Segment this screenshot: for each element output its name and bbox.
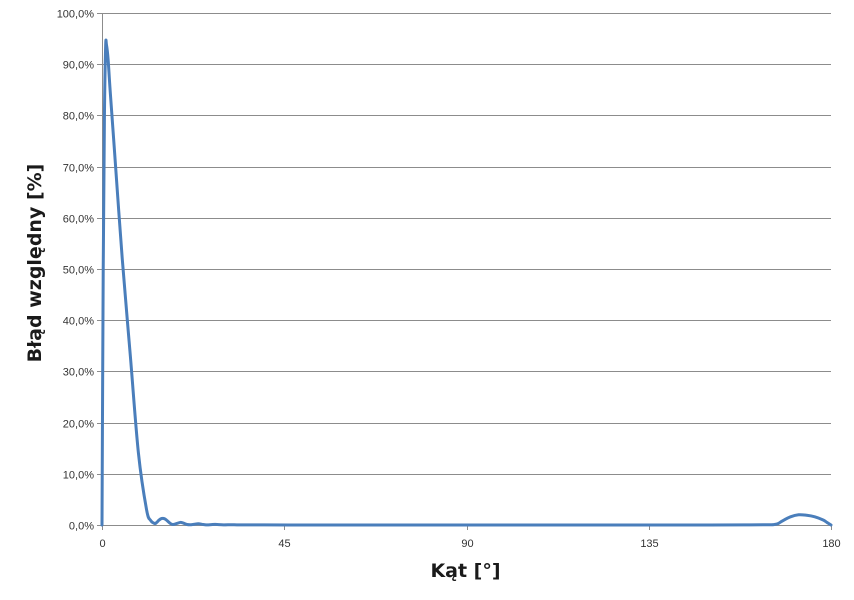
y-tick-label: 80,0% [63,111,94,123]
x-tick-label: 90 [461,538,473,550]
y-tick-label: 60,0% [63,214,94,226]
y-tick-label: 70,0% [63,163,94,175]
x-tick-label: 135 [640,538,658,550]
x-tick-label: 0 [99,538,105,550]
gridlines [102,13,831,475]
y-axis-title: Błąd względny [%] [24,164,46,363]
y-tick-label: 10,0% [63,470,94,482]
x-tick-labels: 0 45 90 135 180 [99,538,840,550]
x-tick-label: 45 [278,538,290,550]
y-tick-label: 40,0% [63,316,94,328]
axes [97,13,832,530]
y-tick-label: 100,0% [57,9,95,21]
y-tick-label: 30,0% [63,367,94,379]
series-line [100,38,833,527]
x-tick-label: 180 [822,538,840,550]
y-tick-labels: 0,0% 10,0% 20,0% 30,0% 40,0% 50,0% 60,0% 70,0% 8… [57,9,95,533]
y-tick-label: 0,0% [69,521,94,533]
y-tick-label: 90,0% [63,60,94,72]
series-layer [100,38,833,527]
y-tick-label: 20,0% [63,419,94,431]
x-axis-title: Kąt [°] [430,560,500,582]
y-tick-label: 50,0% [63,265,94,277]
